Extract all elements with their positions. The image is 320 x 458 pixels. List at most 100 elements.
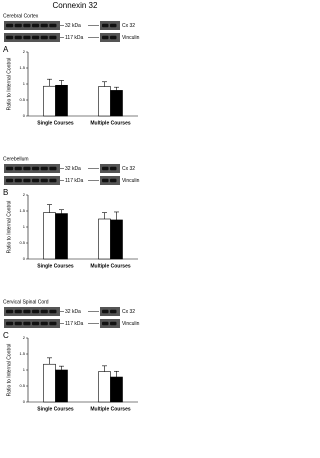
blot-band [40,166,48,171]
blot-band [14,23,22,28]
x-tick-label: Single Courses [37,406,74,412]
y-tick-label: 0.5 [19,240,25,245]
protein-label: Cx 32 [122,166,135,172]
blot-band [110,35,117,40]
bar [98,218,111,260]
blot-band [14,321,22,326]
y-tick-label: 0 [23,399,26,404]
y-tick-label: 1 [23,224,26,229]
figure-title: Connexin 32 [53,1,98,10]
blot-band [32,321,40,326]
blot-label: 117 kDa [65,178,83,184]
y-tick-label: 0.5 [19,383,25,388]
y-tick-label: 1 [23,81,26,86]
protein-label: Cx 32 [122,23,135,29]
blot-band [23,309,31,314]
blot-band [40,321,48,326]
bar [110,90,123,117]
x-tick-label: Single Courses [37,263,74,269]
blot-label: 32 kDa [65,23,81,29]
blot-band [102,309,109,314]
y-axis-label: Ratio to Internal Control [6,58,12,111]
blot-band [110,309,117,314]
blot-band [49,23,57,28]
x-tick-label: Single Courses [37,120,74,126]
blot-band [110,178,117,183]
y-axis-label: Ratio to Internal Control [6,201,12,254]
blot-band [40,178,48,183]
blot-band [23,35,31,40]
x-tick-label: Multiple Courses [90,263,131,269]
blot-band [110,166,117,171]
blot-band [32,309,40,314]
blot-band [6,166,14,171]
y-axis-label: Ratio to Internal Control [6,344,12,397]
blot-band [23,23,31,28]
blot-band [14,178,22,183]
blot-band [23,166,31,171]
bar [110,376,123,403]
blot-band [6,178,14,183]
bar [55,213,68,260]
blot-label: 32 kDa [65,309,81,315]
blot-band [49,309,57,314]
blot-band [32,35,40,40]
blot-band [32,166,40,171]
blot-band [6,309,14,314]
blot-label: 117 kDa [65,321,83,327]
protein-label: Vinculin [122,35,140,41]
bar [110,219,123,260]
protein-label: Cx 32 [122,309,135,315]
blot-band [49,321,57,326]
y-tick-label: 1.5 [19,65,25,70]
blot-band [49,178,57,183]
blot-band [102,23,109,28]
blot-band [110,321,117,326]
y-tick-label: 2 [23,335,26,340]
y-tick-label: 0 [23,113,26,118]
y-tick-label: 2 [23,192,26,197]
x-tick-label: Multiple Courses [90,406,131,412]
blot-band [49,166,57,171]
protein-label: Vinculin [122,321,140,327]
blot-band [102,321,109,326]
protein-label: Vinculin [122,178,140,184]
panel-letter: A [3,45,9,54]
bar [43,363,56,403]
blot-band [14,35,22,40]
blot-band [23,178,31,183]
blot-band [110,23,117,28]
blot-band [32,178,40,183]
blot-band [6,321,14,326]
bar [98,371,111,403]
blot-band [23,321,31,326]
blot-band [14,309,22,314]
blot-band [6,23,14,28]
blot-band [49,35,57,40]
bar [55,369,68,403]
y-tick-label: 0 [23,256,26,261]
blot-band [40,23,48,28]
blot-band [40,309,48,314]
blot-label: 32 kDa [65,166,81,172]
panel-title: Cerebral Cortex [3,13,39,19]
panel-letter: B [3,188,8,197]
bar [55,84,68,117]
panel-title: Cerebellum [3,156,29,162]
panel-letter: C [3,331,9,340]
y-tick-label: 1 [23,367,26,372]
panel-title: Cervical Spinal Cord [3,299,49,305]
blot-band [32,23,40,28]
blot-band [6,35,14,40]
blot-band [102,178,109,183]
x-tick-label: Multiple Courses [90,120,131,126]
blot-band [14,166,22,171]
y-tick-label: 1.5 [19,351,25,356]
y-tick-label: 0.5 [19,97,25,102]
bar [98,86,111,117]
y-tick-label: 1.5 [19,208,25,213]
bar [43,85,56,117]
blot-band [102,166,109,171]
blot-label: 117 kDa [65,35,83,41]
figure: Connexin 32 Cerebral Cortex 32 kDa 117 kDa… [3,1,140,412]
